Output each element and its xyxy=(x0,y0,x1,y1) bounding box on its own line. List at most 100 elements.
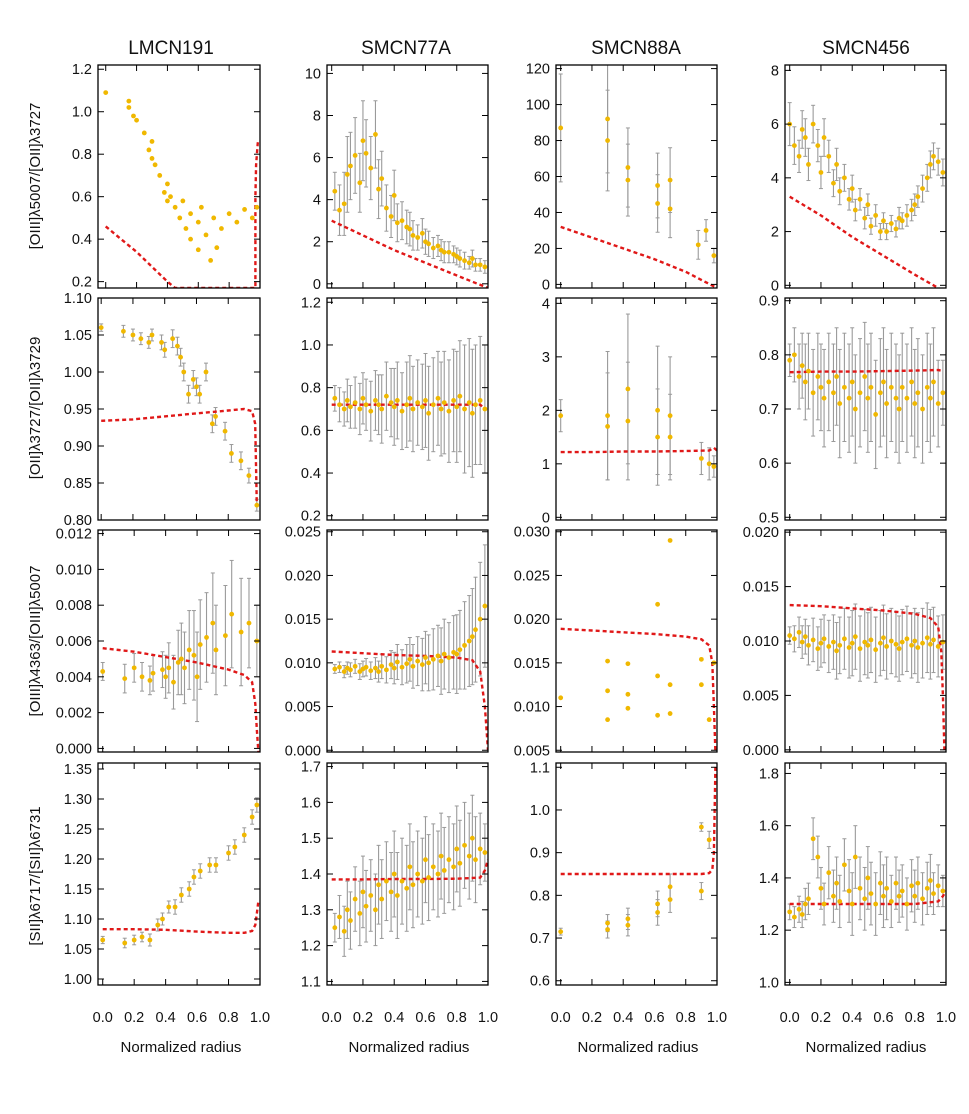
data-point xyxy=(667,897,673,903)
y-tick-label: 120 xyxy=(526,62,550,78)
data-point xyxy=(415,235,421,240)
panel-frame xyxy=(784,762,947,986)
data-point xyxy=(940,639,946,645)
data-point xyxy=(438,406,444,412)
data-point xyxy=(558,695,564,701)
data-point xyxy=(873,213,879,218)
data-point xyxy=(834,880,839,886)
data-point xyxy=(806,368,811,374)
data-point xyxy=(605,688,610,694)
data-point xyxy=(862,215,868,221)
data-point xyxy=(100,937,106,943)
row-label-oii3727-oii3729: [OII]λ3727/[OII]λ3729 xyxy=(27,337,44,480)
y-tick-label: 10 xyxy=(305,66,321,82)
data-point xyxy=(605,927,610,932)
model-curve xyxy=(560,627,717,752)
data-point xyxy=(698,888,704,894)
data-point xyxy=(931,153,936,159)
data-point xyxy=(924,384,930,390)
data-point xyxy=(667,413,673,419)
y-tick-label: 60 xyxy=(534,170,550,186)
data-point xyxy=(810,390,816,396)
panel-r2-c2: 0.2 0.4 0.6 0.8 1.0 1.2 xyxy=(301,295,489,525)
data-point xyxy=(222,428,228,434)
data-point xyxy=(625,922,631,928)
data-point xyxy=(166,904,172,910)
data-point xyxy=(219,226,224,231)
data-point xyxy=(912,401,918,406)
data-point xyxy=(213,862,219,868)
data-point xyxy=(927,641,933,647)
data-point xyxy=(426,241,432,247)
data-point xyxy=(802,379,808,385)
data-point xyxy=(451,398,457,403)
x-tick-label: 1.0 xyxy=(936,1010,956,1026)
data-point xyxy=(435,871,441,877)
y-tick-label: 0.020 xyxy=(514,612,550,628)
data-point xyxy=(363,150,369,156)
data-point xyxy=(806,642,811,648)
panel-r3-c2: 0.000 0.005 0.010 0.015 0.020 0.025 xyxy=(285,525,489,759)
y-tick-label: 0.8 xyxy=(759,348,779,364)
data-point xyxy=(454,404,460,410)
data-point xyxy=(473,402,478,408)
data-point xyxy=(98,325,104,330)
data-point xyxy=(181,369,187,375)
data-point xyxy=(146,340,152,345)
y-tick-label: 0 xyxy=(542,277,550,293)
data-point xyxy=(821,901,827,907)
data-point xyxy=(175,343,180,349)
data-point xyxy=(698,456,704,461)
y-tick-label: 0.7 xyxy=(759,402,779,418)
data-point xyxy=(242,207,247,212)
column-title-lmcn191: LMCN191 xyxy=(128,38,214,59)
data-point xyxy=(410,406,416,412)
row-label-sii6717-sii6731: [SII]λ6717/[SII]λ6731 xyxy=(27,806,44,945)
panel-frame xyxy=(97,762,261,986)
y-tick-label: 1.30 xyxy=(64,792,92,808)
data-point xyxy=(796,629,802,635)
y-tick-label: 0.8 xyxy=(530,888,550,904)
data-point xyxy=(935,401,941,406)
data-point xyxy=(399,408,405,414)
data-point xyxy=(188,236,193,242)
x-tick-label: 0.0 xyxy=(93,1010,113,1026)
y-tick-label: 0.010 xyxy=(56,562,92,578)
plot-area xyxy=(331,794,488,957)
data-point xyxy=(379,663,385,669)
data-point xyxy=(915,880,921,886)
data-point xyxy=(706,837,712,843)
y-tick-label: 1.10 xyxy=(64,912,92,928)
data-point xyxy=(802,901,808,907)
data-point xyxy=(893,226,899,232)
y-tick-label: 1.6 xyxy=(759,819,779,835)
data-point xyxy=(655,673,661,679)
data-point xyxy=(927,162,933,167)
data-point xyxy=(904,636,910,642)
data-point xyxy=(182,665,187,671)
data-point xyxy=(337,914,342,920)
data-point xyxy=(207,862,213,868)
data-point xyxy=(451,864,457,870)
data-point xyxy=(419,878,425,884)
data-point xyxy=(341,928,347,934)
data-point xyxy=(399,664,405,670)
x-tick-label: 1.0 xyxy=(250,1010,270,1026)
x-axis-title-col4: Normalized radius xyxy=(806,1039,927,1056)
data-point xyxy=(893,395,899,401)
data-point xyxy=(893,641,899,647)
x-tick-label: 0.4 xyxy=(384,1010,404,1026)
data-point xyxy=(131,113,136,119)
data-point xyxy=(881,893,886,899)
plot-area xyxy=(787,602,946,750)
data-point xyxy=(877,390,883,396)
data-point xyxy=(698,824,704,830)
data-point xyxy=(139,934,145,940)
data-point xyxy=(920,406,925,412)
data-point xyxy=(368,668,374,674)
data-point xyxy=(787,909,793,915)
data-point xyxy=(171,679,176,685)
data-point xyxy=(246,473,252,478)
plot-area xyxy=(558,65,717,288)
model-curve xyxy=(331,403,486,410)
